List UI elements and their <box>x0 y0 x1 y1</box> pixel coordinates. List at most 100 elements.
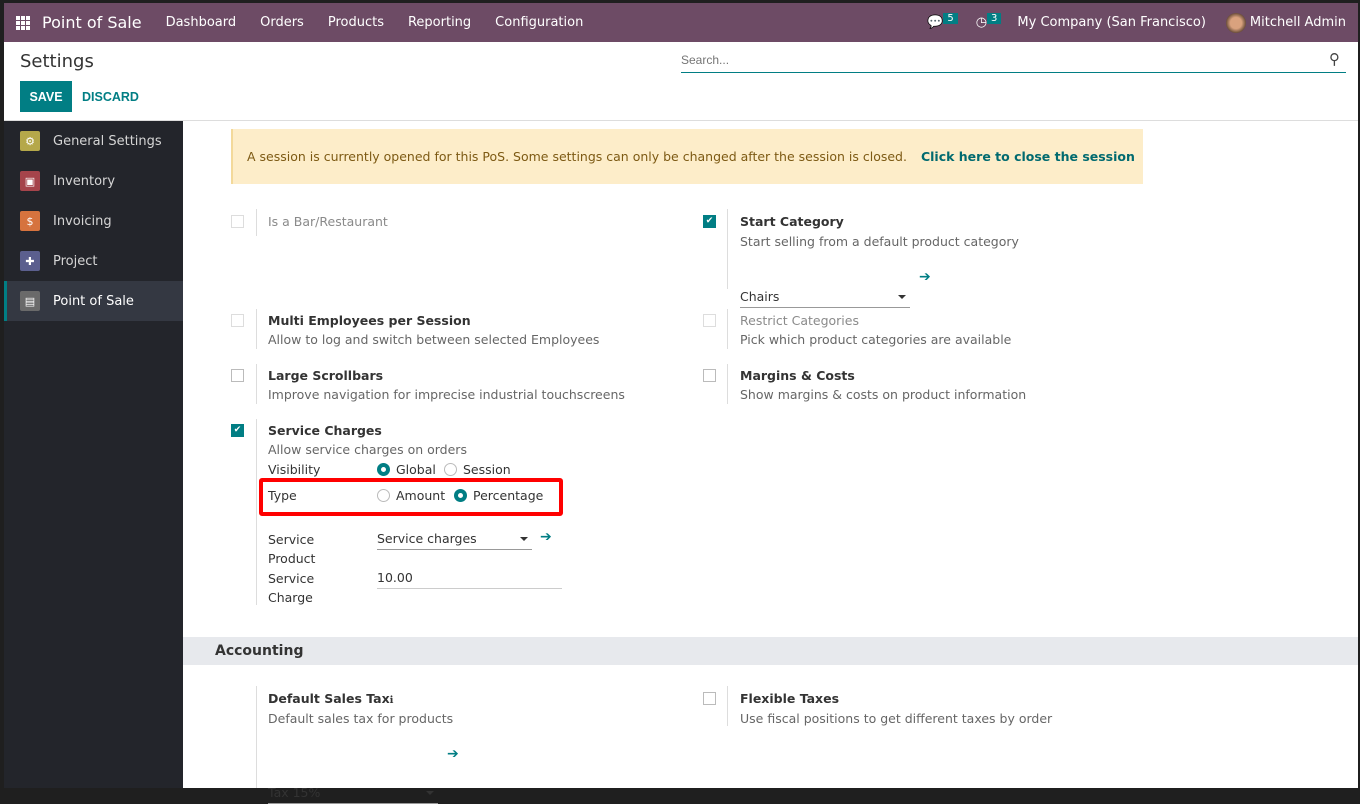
info-icon[interactable]: ℹ <box>389 695 394 706</box>
visibility-label: Visibility <box>268 462 321 477</box>
discard-button[interactable]: DISCARD <box>76 81 145 112</box>
start-category-title: Start Category <box>740 214 844 229</box>
sidebar-item-label: Project <box>53 253 98 269</box>
type-label: Type <box>268 488 297 503</box>
label-line: Service <box>268 532 315 547</box>
divider <box>256 686 257 788</box>
visibility-global-radio[interactable]: Global <box>377 462 436 477</box>
clock-icon: ◷ <box>975 15 988 30</box>
close-session-link[interactable]: Click here to close the session <box>920 149 1135 164</box>
user-menu[interactable]: Mitchell Admin <box>1225 12 1346 33</box>
box-icon: ▣ <box>20 171 40 191</box>
sidebar-item-label: Inventory <box>53 173 116 189</box>
apps-menu-icon[interactable] <box>16 15 30 30</box>
settings-content: A session is currently opened for this P… <box>183 121 1358 804</box>
radio-empty-icon <box>444 463 457 476</box>
service-charges-desc: Allow service charges on orders <box>268 442 467 457</box>
search-icon[interactable]: ⚲ <box>1329 50 1340 68</box>
page-title: Settings <box>20 51 94 72</box>
accounting-section-header: Accounting <box>183 637 1358 665</box>
type-percentage-radio[interactable]: Percentage <box>454 488 543 503</box>
bar-restaurant-label: Is a Bar/Restaurant <box>268 214 388 229</box>
store-icon: ▤ <box>20 291 40 311</box>
start-category-checkbox[interactable]: ✔ <box>703 215 716 228</box>
title-text: Default Sales Tax <box>268 691 390 706</box>
sidebar-item-point-of-sale[interactable]: ▤ Point of Sale <box>4 281 183 321</box>
sidebar-item-label: Invoicing <box>53 213 112 229</box>
settings-sidebar: ⚙ General Settings ▣ Inventory $ Invoicing … <box>4 121 183 788</box>
divider <box>256 209 257 236</box>
service-product-label: Service Product <box>268 530 315 568</box>
label-line: Product <box>268 551 316 566</box>
arrow-right-icon[interactable]: ➔ <box>919 269 931 285</box>
multi-employees-desc: Allow to log and switch between selected… <box>268 332 600 347</box>
top-navbar: Point of Sale Dashboard Orders Products … <box>4 3 1358 42</box>
control-panel: Settings ⚲ SAVE DISCARD <box>4 42 1358 121</box>
bar-restaurant-checkbox[interactable] <box>231 215 244 228</box>
radio-empty-icon <box>377 489 390 502</box>
activities-button[interactable]: ◷ 3 <box>975 13 1002 30</box>
menu-configuration[interactable]: Configuration <box>495 15 584 30</box>
start-category-desc: Start selling from a default product cat… <box>740 234 1019 249</box>
large-scrollbars-desc: Improve navigation for imprecise industr… <box>268 387 625 402</box>
chat-icon: 💬 <box>927 15 944 30</box>
menu-dashboard[interactable]: Dashboard <box>165 15 237 30</box>
label-line: Service <box>268 571 315 586</box>
company-switcher[interactable]: My Company (San Francisco) <box>1017 15 1206 30</box>
label-line: Charge <box>268 590 313 605</box>
puzzle-icon: ✚ <box>20 251 40 271</box>
multi-employees-checkbox[interactable] <box>231 314 244 327</box>
divider <box>727 309 728 349</box>
sidebar-item-label: Point of Sale <box>53 293 134 309</box>
service-charge-label: Service Charge <box>268 569 314 607</box>
radio-label: Session <box>463 462 511 477</box>
messages-button[interactable]: 💬 5 <box>927 13 958 30</box>
start-category-select[interactable]: Chairs <box>740 289 910 308</box>
sidebar-item-general-settings[interactable]: ⚙ General Settings <box>4 121 183 161</box>
sidebar-item-inventory[interactable]: ▣ Inventory <box>4 161 183 201</box>
margins-costs-checkbox[interactable] <box>703 369 716 382</box>
divider <box>727 209 728 289</box>
sidebar-item-label: General Settings <box>53 133 162 149</box>
service-product-select[interactable]: Service charges <box>377 531 532 550</box>
large-scrollbars-checkbox[interactable] <box>231 369 244 382</box>
arrow-right-icon[interactable]: ➔ <box>447 746 459 762</box>
divider <box>256 419 257 605</box>
service-charge-input[interactable]: 10.00 <box>377 570 562 589</box>
service-charges-checkbox[interactable]: ✔ <box>231 424 244 437</box>
margins-costs-desc: Show margins & costs on product informat… <box>740 387 1027 402</box>
sidebar-item-invoicing[interactable]: $ Invoicing <box>4 201 183 241</box>
invoice-icon: $ <box>20 211 40 231</box>
menu-reporting[interactable]: Reporting <box>407 15 472 30</box>
messages-badge: 5 <box>943 13 958 24</box>
highlight-box <box>259 478 563 516</box>
divider <box>256 364 257 404</box>
arrow-right-icon[interactable]: ➔ <box>540 529 552 545</box>
flexible-taxes-title: Flexible Taxes <box>740 691 840 706</box>
user-name: Mitchell Admin <box>1249 15 1346 30</box>
sidebar-item-project[interactable]: ✚ Project <box>4 241 183 281</box>
restrict-categories-desc: Pick which product categories are availa… <box>740 332 1012 347</box>
divider <box>727 686 728 726</box>
search-input[interactable] <box>681 48 1346 73</box>
gear-icon: ⚙ <box>20 131 40 151</box>
radio-label: Amount <box>396 488 446 503</box>
radio-selected-icon <box>454 489 467 502</box>
flexible-taxes-desc: Use fiscal positions to get different ta… <box>740 711 1053 726</box>
restrict-categories-checkbox[interactable] <box>703 314 716 327</box>
restrict-categories-title: Restrict Categories <box>740 313 859 328</box>
save-button[interactable]: SAVE <box>20 81 72 112</box>
large-scrollbars-title: Large Scrollbars <box>268 368 384 383</box>
divider <box>727 364 728 404</box>
app-brand[interactable]: Point of Sale <box>42 13 142 32</box>
multi-employees-title: Multi Employees per Session <box>268 313 471 328</box>
menu-orders[interactable]: Orders <box>260 15 304 30</box>
alert-text: A session is currently opened for this P… <box>247 149 907 164</box>
default-sales-tax-title: Default Sales Taxℹ <box>268 691 393 706</box>
flexible-taxes-checkbox[interactable] <box>703 692 716 705</box>
menu-products[interactable]: Products <box>327 15 384 30</box>
radio-label: Percentage <box>473 488 544 503</box>
type-amount-radio[interactable]: Amount <box>377 488 445 503</box>
activities-badge: 3 <box>987 13 1002 24</box>
visibility-session-radio[interactable]: Session <box>444 462 511 477</box>
